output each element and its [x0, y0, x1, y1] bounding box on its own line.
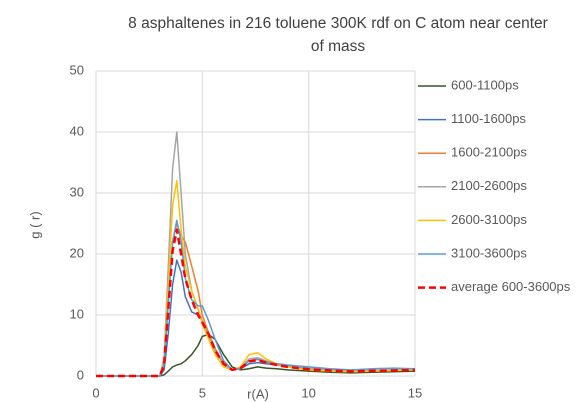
x-tick-label: 10 [301, 385, 315, 400]
legend-label: 2100-2600ps [451, 178, 527, 193]
data-line [96, 228, 416, 378]
y-axis-label: g ( r) [27, 211, 42, 238]
data-line [96, 180, 416, 377]
x-axis-label: r(A) [247, 386, 269, 401]
x-tick-label: 5 [199, 385, 206, 400]
data-line [96, 333, 416, 377]
legend-label: 600-1100ps [451, 77, 519, 92]
chart-title: 8 asphaltenes in 216 toluene 300K rdf on… [128, 15, 548, 55]
legend-label: 1600-2100ps [451, 145, 527, 160]
legend-label: 3100-3600ps [451, 245, 527, 260]
data-line [96, 219, 416, 377]
y-tick-label: 10 [70, 306, 84, 321]
legend-label: 2600-3100ps [451, 212, 527, 227]
y-tick-label: 40 [70, 123, 84, 138]
legend-label: average 600-3600ps [451, 279, 571, 294]
y-tick-label: 0 [77, 367, 84, 382]
y-tick-label: 20 [70, 245, 84, 260]
x-tick-label: 15 [408, 385, 422, 400]
y-tick-label: 30 [70, 184, 84, 199]
x-tick-label: 0 [92, 385, 99, 400]
y-tick-label: 50 [70, 62, 84, 77]
legend-label: 1100-1600ps [451, 111, 526, 126]
